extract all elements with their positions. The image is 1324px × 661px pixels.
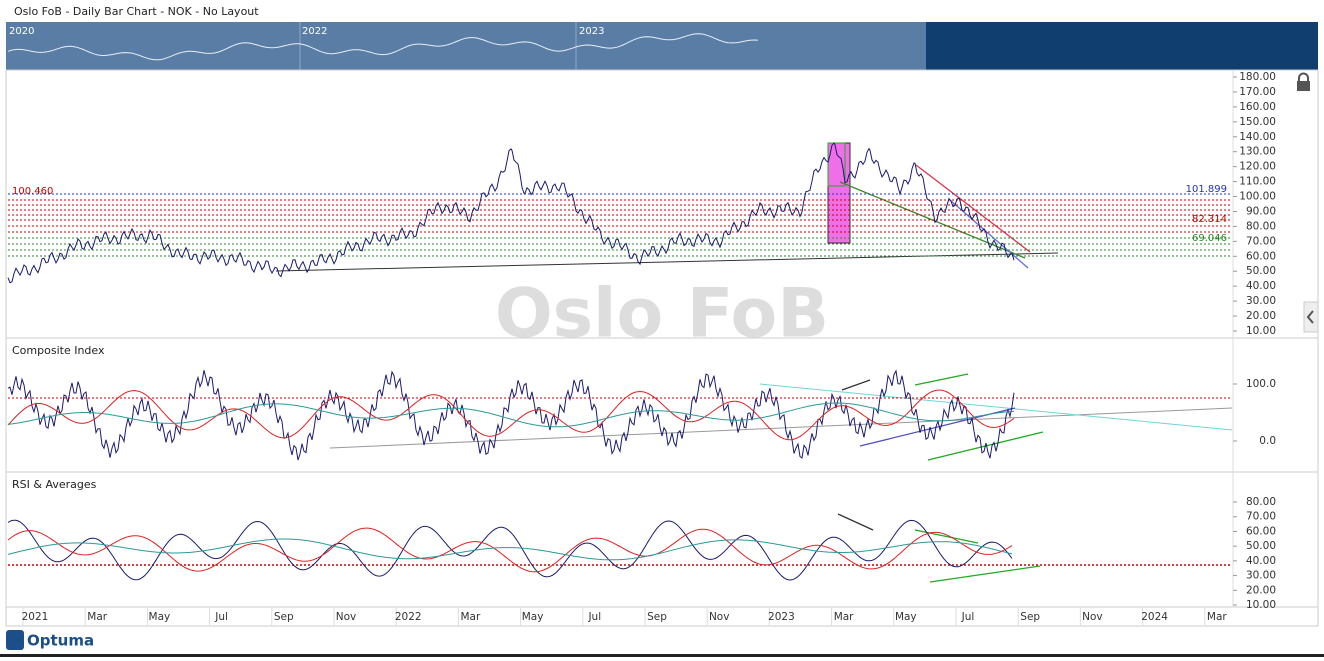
trend-line (949, 199, 1029, 269)
y-tick-label: 110.00 (1239, 176, 1276, 188)
trend-line (914, 529, 979, 544)
y-tick-label: 20.00 (1246, 584, 1276, 596)
y-tick-label: 160.00 (1239, 101, 1276, 113)
x-tick-label: May (149, 611, 171, 623)
overview-year: 2022 (302, 26, 327, 37)
y-tick-label: 60.00 (1246, 250, 1276, 262)
y-tick-label: 50.00 (1246, 540, 1276, 552)
y-tick-label: 170.00 (1239, 86, 1276, 98)
x-tick-label: May (895, 611, 917, 623)
y-tick-label: 180.00 (1239, 71, 1276, 83)
rsi-avg (7, 538, 1013, 561)
x-tick-label: Jul (587, 611, 601, 623)
level-label: 100.460 (12, 186, 53, 197)
y-tick-label: 30.00 (1246, 295, 1276, 307)
x-tick-label: 2023 (768, 611, 795, 623)
y-tick-label: 10.00 (1246, 325, 1276, 337)
x-tick-label: Jul (961, 611, 975, 623)
side-arrow (1306, 310, 1314, 324)
y-tick-label: 130.00 (1239, 146, 1276, 158)
bottom-bar (0, 654, 1324, 657)
y-tick-label: 100.00 (1239, 191, 1276, 203)
x-tick-label: May (522, 611, 544, 623)
y-tick-label: 40.00 (1246, 280, 1276, 292)
panel-title: Composite Index (12, 344, 105, 357)
highlight-box (827, 142, 851, 244)
x-tick-label: Sep (1020, 611, 1040, 623)
rsi-avg (7, 527, 1013, 573)
side-toggle[interactable] (1303, 301, 1319, 333)
composite-avg (7, 389, 1015, 441)
x-tick-label: Mar (87, 611, 107, 623)
trend-line (275, 252, 1059, 272)
y-tick-label: 50.00 (1246, 265, 1276, 277)
trend-line (759, 383, 1233, 431)
x-tick-label: Jul (214, 611, 228, 623)
overview-empty (926, 22, 1318, 70)
level-label: 101.899 (1186, 184, 1227, 195)
overview-year: 2020 (9, 26, 34, 37)
y-tick-label: 40.00 (1246, 555, 1276, 567)
composite-avg (7, 402, 1015, 428)
trend-line (841, 379, 871, 391)
watermark: Oslo FoB (495, 275, 829, 354)
y-tick-label: 140.00 (1239, 131, 1276, 143)
y-tick-label: 10.00 (1246, 599, 1276, 611)
overview-strip[interactable] (6, 22, 926, 70)
panel-title: RSI & Averages (12, 478, 97, 491)
x-tick-label: Sep (647, 611, 667, 623)
trend-line (837, 513, 874, 531)
overview-line (7, 33, 759, 61)
y-tick-label: 20.00 (1246, 310, 1276, 322)
trend-line (914, 373, 969, 386)
y-tick-label: 150.00 (1239, 116, 1276, 128)
x-tick-label: 2022 (395, 611, 422, 623)
y-tick-label: 70.00 (1246, 511, 1276, 523)
y-tick-label: 70.00 (1246, 235, 1276, 247)
overview-year: 2023 (579, 26, 604, 37)
x-tick-label: Mar (1207, 611, 1227, 623)
y-tick-label: 120.00 (1239, 161, 1276, 173)
window-title: Oslo FoB - Daily Bar Chart - NOK - No La… (14, 5, 259, 18)
x-tick-label: Sep (274, 611, 294, 623)
x-tick-label: Nov (709, 611, 730, 623)
brand-name: Optuma (27, 632, 94, 650)
x-tick-label: Nov (336, 611, 357, 623)
y-tick-label: 80.00 (1246, 496, 1276, 508)
x-tick-label: Mar (834, 611, 854, 623)
price-line (7, 142, 1015, 284)
y-tick-label: 100.0 (1246, 378, 1276, 390)
lock-shackle (1298, 72, 1309, 81)
y-tick-label: 0.0 (1259, 435, 1276, 447)
chart-frame (5, 69, 1319, 627)
y-tick-label: 60.00 (1246, 525, 1276, 537)
y-tick-label: 30.00 (1246, 570, 1276, 582)
rsi-line (7, 519, 1013, 581)
trend-line (915, 164, 1031, 253)
trend-line (329, 407, 1233, 449)
x-tick-label: Nov (1082, 611, 1103, 623)
y-tick-label: 90.00 (1246, 205, 1276, 217)
y-tick-label: 80.00 (1246, 220, 1276, 232)
x-tick-label: 2024 (1141, 611, 1168, 623)
x-tick-label: Mar (460, 611, 480, 623)
lock-icon (1297, 81, 1310, 91)
x-tick-label: 2021 (22, 611, 49, 623)
highlight-box (827, 142, 846, 187)
brand-icon (6, 630, 24, 650)
trend-line (929, 565, 1041, 583)
